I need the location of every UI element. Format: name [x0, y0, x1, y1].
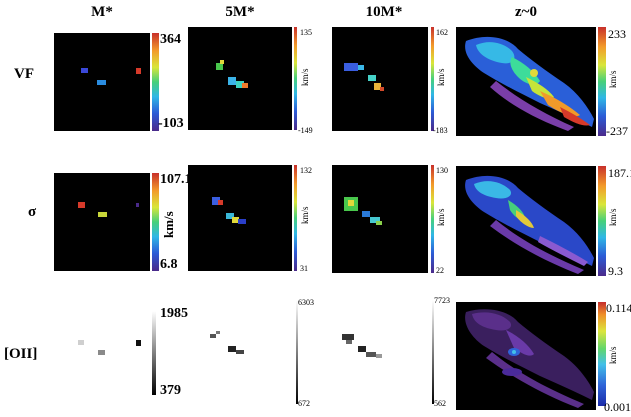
sigma-z0-unit: km/s: [608, 208, 618, 226]
vf-5m-map: [188, 27, 292, 130]
oii-5m-colorbar-min: 672: [298, 399, 310, 408]
sigma-z0-colorbar-max: 187.1: [608, 166, 631, 180]
vf-m-map: [54, 33, 150, 131]
vf-z0-map: [456, 27, 596, 136]
sigma-10m-colorbar-min: 22: [436, 266, 444, 275]
vf-10m-map: [332, 27, 428, 131]
oii-5m-colorbar: [296, 300, 298, 404]
vf-5m-colorbar: [294, 27, 297, 130]
sigma-5m-colorbar-min: 31: [300, 264, 308, 273]
sigma-m-colorbar-max: 107.1: [160, 172, 192, 187]
sigma-10m-colorbar: [431, 165, 434, 273]
sigma-z0-map: [456, 166, 596, 276]
sigma-10m-map: [332, 165, 428, 273]
column-header-m: M*: [91, 4, 113, 20]
sigma-m-unit: km/s: [161, 211, 176, 238]
row-label-oii: [OII]: [4, 346, 38, 362]
vf-10m-colorbar: [431, 27, 434, 131]
oii-z0-unit: km/s: [608, 346, 618, 364]
vf-z0-emission: [465, 36, 594, 131]
oii-z0-colorbar-max: 0.114: [606, 301, 631, 315]
oii-m-map: [54, 311, 150, 409]
column-header-5m: 5M*: [225, 4, 255, 20]
row-label-vf: VF: [14, 66, 34, 82]
column-header-z0: z~0: [515, 4, 537, 20]
oii-z0-colorbar: [598, 302, 606, 406]
vf-5m-colorbar-min: -149: [298, 126, 313, 135]
sigma-5m-colorbar-max: 132: [300, 166, 312, 175]
vf-5m-colorbar-max: 135: [300, 28, 312, 37]
oii-z0-map: [456, 302, 596, 410]
vf-10m-colorbar-min: -183: [433, 126, 448, 135]
vf-m-colorbar: [152, 33, 159, 131]
oii-m-colorbar-min: 379: [160, 383, 181, 398]
oii-z0-emission: [465, 309, 594, 408]
column-header-10m: 10M*: [365, 4, 403, 20]
vf-z0-unit: km/s: [608, 70, 618, 88]
oii-10m-colorbar-min: 562: [434, 399, 446, 408]
sigma-5m-colorbar: [294, 165, 297, 271]
sigma-z0-colorbar: [598, 166, 606, 276]
vf-z0-colorbar-max: 233: [608, 27, 626, 41]
oii-m-colorbar: [152, 311, 156, 395]
oii-10m-map: [332, 300, 428, 408]
sigma-m-colorbar-min: 6.8: [160, 257, 178, 272]
vf-10m-colorbar-max: 162: [436, 28, 448, 37]
vf-m-colorbar-max: 364: [160, 32, 181, 47]
sigma-5m-map: [188, 165, 292, 271]
vf-m-colorbar-min: -103: [158, 116, 184, 131]
sigma-z0-emission: [465, 175, 594, 274]
oii-m-colorbar-max: 1985: [160, 306, 188, 321]
vf-z0-colorbar-min: -237: [606, 124, 628, 138]
sigma-m-map: [54, 173, 150, 271]
oii-10m-colorbar-max: 7723: [434, 296, 450, 305]
sigma-10m-colorbar-max: 130: [436, 166, 448, 175]
vf-10m-unit: km/s: [436, 68, 446, 86]
oii-z0-colorbar-min: 0.001: [604, 400, 631, 414]
vf-5m-unit: km/s: [300, 68, 310, 86]
oii-5m-colorbar-max: 6303: [298, 298, 314, 307]
oii-5m-map: [188, 300, 292, 406]
sigma-5m-unit: km/s: [300, 206, 310, 224]
sigma-m-colorbar: [152, 173, 159, 271]
sigma-10m-unit: km/s: [436, 208, 446, 226]
vf-z0-colorbar: [598, 27, 606, 136]
row-label-sigma: σ: [28, 204, 37, 220]
oii-10m-colorbar: [432, 300, 434, 404]
sigma-z0-colorbar-min: 9.3: [608, 264, 623, 278]
